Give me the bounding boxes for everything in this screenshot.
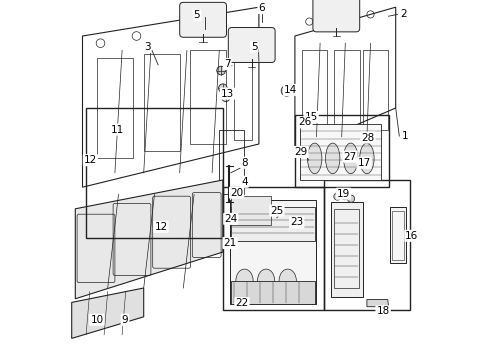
Bar [230,281,315,304]
Text: 13: 13 [221,89,234,99]
Text: 10: 10 [90,315,103,325]
Text: 29: 29 [294,147,307,157]
Circle shape [347,195,354,202]
Bar [230,200,316,304]
Text: 1: 1 [401,131,407,141]
Text: 26: 26 [298,117,311,127]
Circle shape [340,193,347,200]
Text: 12: 12 [83,155,97,165]
Bar [294,115,387,187]
Circle shape [216,66,225,75]
Text: 9: 9 [122,315,128,325]
Bar [334,50,359,130]
Bar [233,54,251,140]
FancyBboxPatch shape [179,3,226,37]
Bar [231,196,270,225]
Polygon shape [366,300,387,307]
Text: 16: 16 [405,231,418,241]
Ellipse shape [359,143,373,174]
Text: 18: 18 [376,306,389,316]
Text: 22: 22 [235,298,248,308]
Text: 19: 19 [336,189,349,199]
Circle shape [218,84,227,93]
Text: 8: 8 [241,158,247,168]
Bar [143,54,179,151]
Text: 3: 3 [143,42,150,52]
Bar [334,209,358,288]
Text: 2: 2 [400,9,407,19]
Bar [86,108,223,238]
Circle shape [221,93,230,102]
Text: 17: 17 [357,158,370,168]
Bar [219,130,244,194]
Bar [300,124,381,180]
Polygon shape [72,288,143,338]
Text: 24: 24 [224,214,237,224]
Bar [230,207,315,241]
Ellipse shape [325,143,339,174]
Text: 5: 5 [250,42,257,52]
Text: 21: 21 [223,238,236,248]
Ellipse shape [343,143,357,174]
Ellipse shape [235,269,253,292]
Bar [302,50,326,130]
Circle shape [333,193,340,200]
Ellipse shape [257,269,274,292]
Ellipse shape [307,143,321,174]
Text: 7: 7 [224,59,230,69]
Bar [190,50,226,144]
Text: 23: 23 [289,217,303,228]
Circle shape [281,85,291,96]
Text: 12: 12 [154,222,167,232]
FancyBboxPatch shape [228,28,275,63]
FancyBboxPatch shape [312,0,359,32]
Text: 4: 4 [241,177,247,187]
Text: 11: 11 [111,125,124,135]
Text: 27: 27 [343,152,356,162]
Bar [391,211,403,260]
Text: 28: 28 [361,132,374,143]
Text: 20: 20 [229,188,243,198]
Bar [97,58,133,158]
Polygon shape [330,202,363,297]
Bar [323,180,409,310]
Bar [363,50,387,130]
Text: 6: 6 [258,3,264,13]
Text: 25: 25 [270,206,283,216]
Text: 15: 15 [304,112,317,122]
Bar [389,207,406,263]
Text: 14: 14 [284,85,297,95]
Text: 5: 5 [193,10,200,20]
Polygon shape [75,180,223,299]
Ellipse shape [279,269,296,292]
Bar [223,187,323,310]
